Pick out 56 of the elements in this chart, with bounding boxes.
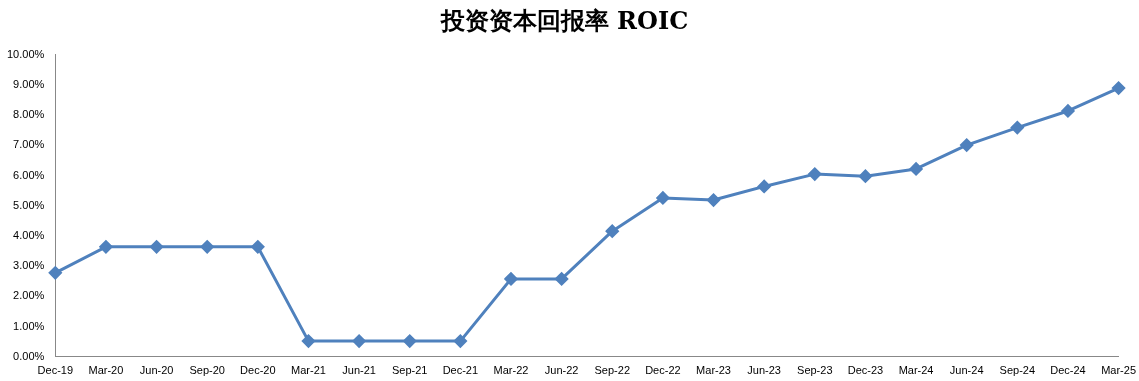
chart-title: 投资资本回报率 ROIC bbox=[439, 5, 689, 35]
x-tick-label: Jun-23 bbox=[747, 364, 781, 377]
y-tick-label: 8.00% bbox=[13, 108, 45, 121]
y-tick-label: 9.00% bbox=[13, 78, 45, 91]
x-tick-label: Jun-20 bbox=[139, 364, 174, 377]
point bbox=[1112, 81, 1126, 95]
x-tick-label: Mar-25 bbox=[1101, 364, 1136, 377]
x-tick-label: Dec-23 bbox=[847, 364, 884, 377]
x-tick-label: Sep-21 bbox=[391, 364, 428, 377]
point bbox=[251, 240, 265, 254]
point bbox=[150, 240, 164, 254]
point bbox=[99, 240, 113, 254]
point bbox=[200, 240, 214, 254]
x-tick-label: Sep-20 bbox=[189, 364, 225, 377]
point bbox=[960, 138, 974, 152]
point bbox=[504, 272, 518, 286]
y-tick-label: 6.00% bbox=[13, 168, 45, 181]
x-tick-label: Sep-23 bbox=[797, 364, 833, 377]
point bbox=[1061, 104, 1075, 118]
point bbox=[858, 169, 872, 183]
x-tick-label: Dec-20 bbox=[240, 364, 276, 377]
point bbox=[656, 191, 670, 205]
x-tick-label: Mar-22 bbox=[493, 364, 529, 377]
x-tick-label: Jun-21 bbox=[342, 364, 376, 377]
x-tick-label: Sep-24 bbox=[999, 364, 1036, 377]
point bbox=[605, 224, 619, 238]
point bbox=[555, 272, 569, 286]
point bbox=[48, 266, 62, 280]
point bbox=[1010, 121, 1024, 135]
y-tick-label: 3.00% bbox=[13, 259, 45, 272]
point bbox=[453, 334, 467, 348]
point bbox=[808, 167, 822, 181]
y-tick-label: 10.00% bbox=[7, 47, 45, 60]
x-tick-label: Sep-22 bbox=[594, 364, 630, 377]
point bbox=[301, 334, 315, 348]
x-tick-label: Dec-21 bbox=[442, 364, 479, 377]
point bbox=[909, 162, 923, 176]
x-tick-label: Jun-22 bbox=[544, 364, 579, 377]
point bbox=[707, 193, 721, 207]
x-tick-label: Mar-20 bbox=[88, 364, 124, 377]
y-tick-label: 0.00% bbox=[13, 349, 45, 362]
point bbox=[352, 334, 366, 348]
y-tick-label: 4.00% bbox=[13, 229, 45, 242]
y-tick-label: 2.00% bbox=[13, 289, 45, 302]
point bbox=[757, 179, 771, 193]
x-tick-label: Dec-24 bbox=[1050, 364, 1086, 377]
x-tick-label: Jun-24 bbox=[949, 364, 984, 377]
y-tick-label: 1.00% bbox=[13, 319, 45, 332]
x-tick-label: Dec-19 bbox=[37, 364, 74, 377]
point bbox=[403, 334, 417, 348]
x-tick-label: Mar-23 bbox=[696, 364, 731, 377]
y-tick-label: 7.00% bbox=[13, 138, 45, 151]
x-tick-label: Dec-22 bbox=[645, 364, 681, 377]
x-tick-label: Mar-24 bbox=[898, 364, 934, 377]
y-tick-label: 5.00% bbox=[13, 198, 45, 211]
x-tick-label: Mar-21 bbox=[291, 364, 326, 377]
